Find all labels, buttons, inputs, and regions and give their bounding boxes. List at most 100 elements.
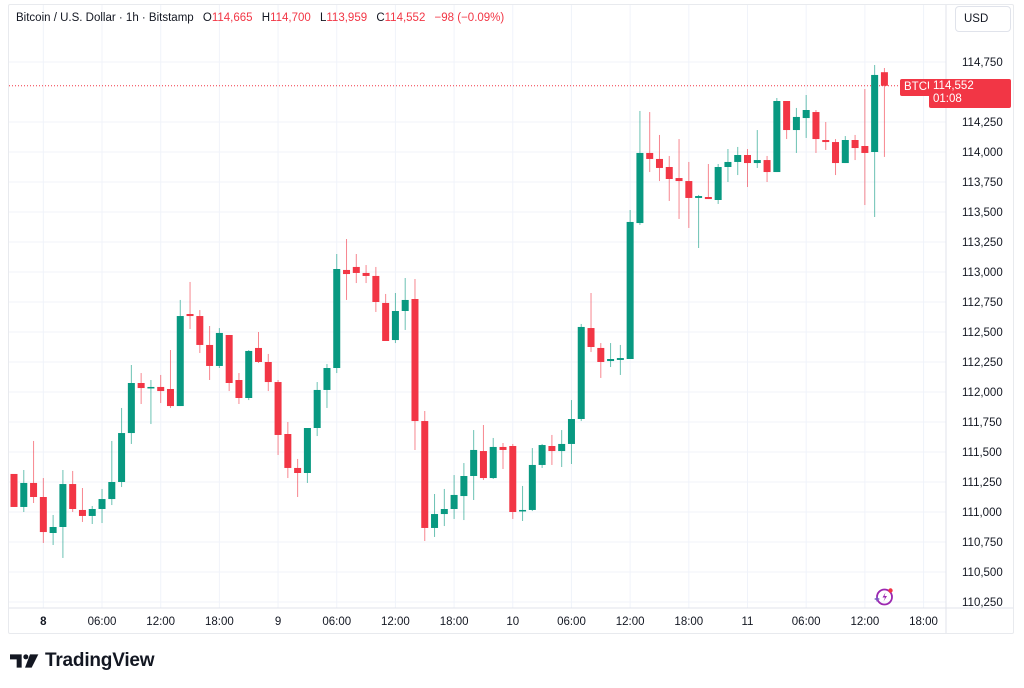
- candle-down: [186, 314, 194, 317]
- candle-up: [567, 419, 575, 444]
- candle-down: [509, 446, 517, 512]
- bar-countdown: 01:08: [933, 93, 962, 105]
- price-tick-label: 113,250: [962, 237, 1003, 249]
- candle-up: [49, 527, 57, 533]
- open-value: 114,665: [211, 12, 253, 24]
- candle-down: [783, 101, 791, 131]
- candle-down: [264, 362, 272, 383]
- price-tick-label: 110,250: [962, 597, 1003, 609]
- candle-down: [499, 446, 507, 450]
- candle-up: [802, 110, 810, 119]
- candle-up: [20, 482, 28, 507]
- time-tick-label: 8: [40, 616, 47, 628]
- time-tick-label: 18:00: [909, 616, 938, 628]
- candle-up: [734, 155, 742, 162]
- candle-up: [313, 389, 321, 428]
- candle-down: [832, 142, 840, 164]
- symbol-legend: Bitcoin / U.S. Dollar · 1h · Bitstamp O1…: [16, 12, 504, 24]
- candle-down: [10, 473, 18, 507]
- candle-up: [440, 509, 448, 515]
- price-tick-label: 113,750: [962, 177, 1003, 189]
- candle-down: [822, 140, 830, 143]
- price-tick-label: 110,750: [962, 537, 1003, 549]
- candle-down: [196, 316, 204, 345]
- price-tick-label: 112,750: [962, 297, 1003, 309]
- candle-down: [294, 467, 302, 473]
- currency-label: USD: [964, 13, 989, 25]
- candle-down: [352, 266, 360, 273]
- candle-down: [812, 112, 820, 140]
- price-tick-label: 111,250: [962, 477, 1002, 489]
- last-price: 114,552: [933, 80, 974, 92]
- last-price-badge: 114,552 01:08: [929, 79, 1011, 108]
- candle-up: [108, 482, 116, 500]
- candle-up: [450, 494, 458, 509]
- candle-up: [489, 446, 497, 479]
- time-tick-label: 12:00: [616, 616, 645, 628]
- candle-down: [343, 269, 351, 275]
- candle-down: [274, 382, 282, 435]
- candle-up: [607, 359, 615, 362]
- candle-up: [695, 196, 703, 198]
- price-tick-label: 112,250: [962, 357, 1003, 369]
- price-tick-label: 111,750: [962, 417, 1002, 429]
- candle-down: [206, 344, 214, 366]
- price-tick-label: 112,500: [962, 327, 1003, 339]
- candle-down: [704, 197, 712, 200]
- candle-down: [587, 328, 595, 347]
- candle-down: [646, 152, 654, 159]
- candle-up: [753, 160, 761, 164]
- close-label: C: [376, 12, 385, 24]
- high-value: 114,700: [270, 12, 311, 24]
- candle-up: [88, 509, 96, 516]
- candle-up: [528, 464, 536, 510]
- candle-up: [626, 221, 634, 359]
- candle-up: [127, 383, 135, 434]
- candle-down: [382, 302, 390, 341]
- low-value: 113,959: [326, 12, 368, 24]
- candle-up: [401, 299, 409, 311]
- candle-up: [538, 445, 546, 465]
- candle-down: [880, 72, 888, 86]
- candle-down: [157, 386, 165, 392]
- price-tick-label: 114,000: [962, 147, 1003, 159]
- change-value: −98 (−0.09%): [434, 12, 505, 24]
- candle-up: [176, 316, 184, 407]
- candle-up: [333, 269, 341, 368]
- candle-down: [655, 158, 663, 168]
- time-tick-label: 18:00: [440, 616, 469, 628]
- tradingview-logo-icon: [10, 654, 39, 668]
- candle-up: [577, 326, 585, 419]
- low-label: L: [319, 12, 327, 24]
- candle-down: [763, 160, 771, 173]
- candle-up: [724, 161, 732, 167]
- time-tick-label: 12:00: [381, 616, 410, 628]
- price-tick-label: 114,750: [962, 57, 1003, 69]
- candle-up: [616, 358, 624, 360]
- tradingview-logo[interactable]: TradingView: [10, 650, 155, 672]
- time-tick-label: 06:00: [322, 616, 351, 628]
- time-tick-label: 12:00: [146, 616, 175, 628]
- candle-up: [714, 167, 722, 200]
- candle-down: [39, 497, 47, 533]
- candle-up: [98, 499, 106, 509]
- candle-down: [744, 155, 751, 164]
- candle-down: [166, 389, 174, 407]
- brand-name: TradingView: [45, 650, 155, 671]
- time-tick-label: 18:00: [205, 616, 234, 628]
- candle-up: [118, 433, 126, 482]
- currency-button[interactable]: USD: [955, 6, 1011, 32]
- candle-down: [597, 347, 605, 362]
- candle-up: [636, 152, 644, 224]
- price-tick-label: 111,500: [962, 447, 1002, 459]
- candle-up: [460, 476, 468, 497]
- price-tick-label: 110,500: [962, 567, 1003, 579]
- candle-up: [519, 509, 527, 512]
- ai-spark-icon[interactable]: [872, 585, 896, 609]
- time-tick-label: 11: [742, 616, 754, 628]
- high-label: H: [261, 12, 271, 24]
- time-tick-label: 10: [506, 616, 519, 628]
- candle-down: [78, 509, 86, 516]
- time-tick-label: 06:00: [792, 616, 821, 628]
